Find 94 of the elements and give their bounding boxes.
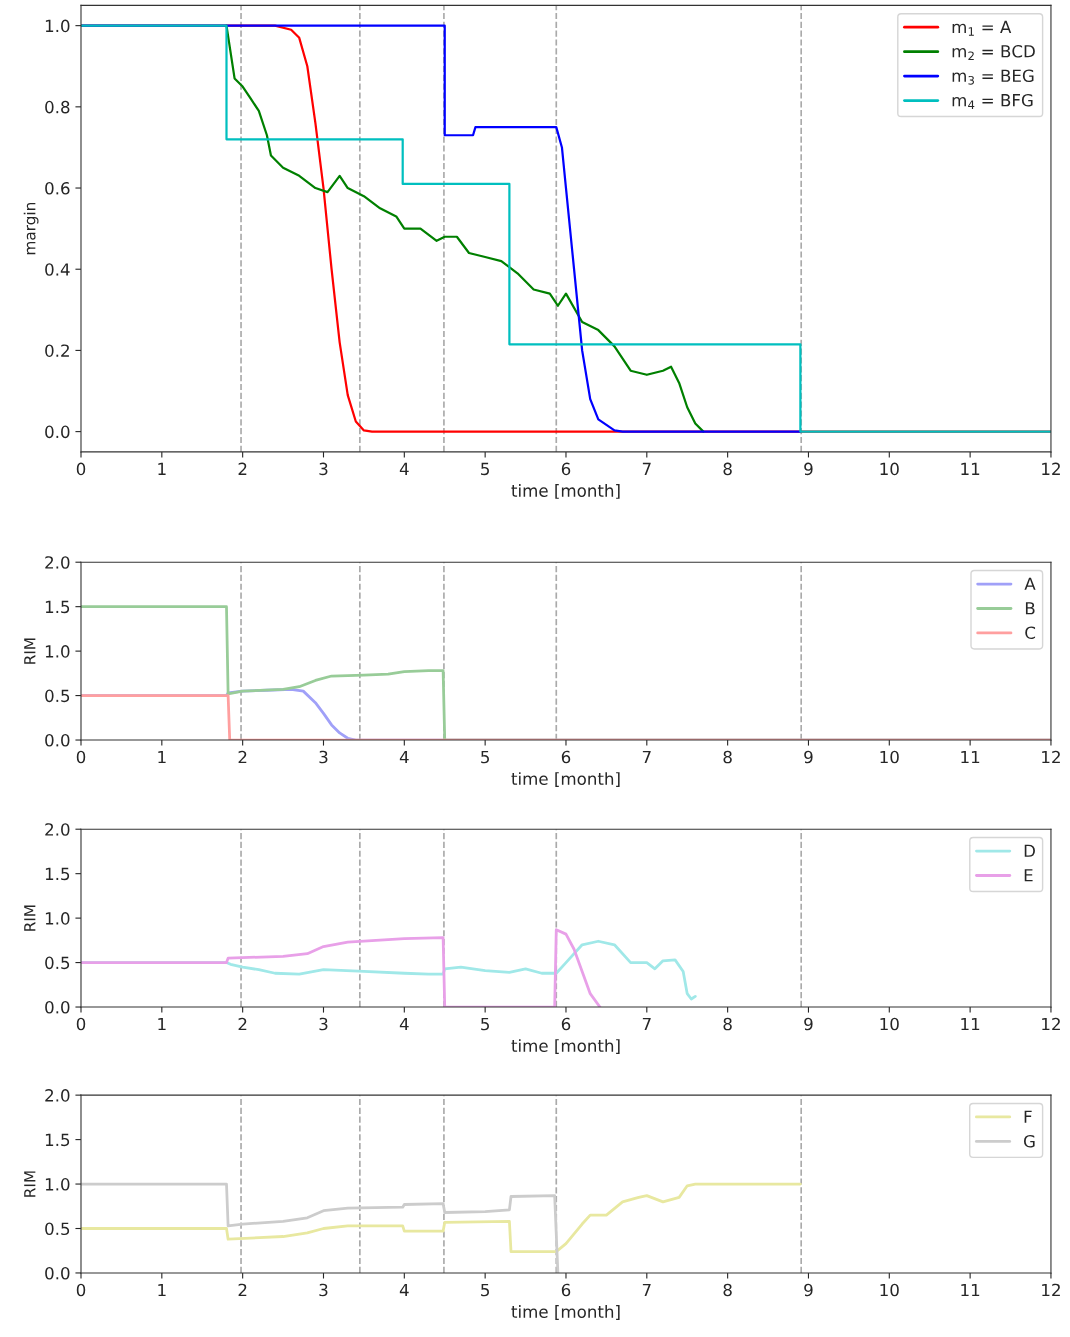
y-tick-label: 2.0: [45, 1089, 70, 1102]
y-axis-title: margin: [23, 202, 39, 255]
y-axis-title: RIM: [24, 638, 36, 664]
y-tick-label: 1.0: [45, 1178, 70, 1191]
x-tick-label: 7: [642, 462, 651, 475]
y-tick-label: 1.0: [45, 912, 70, 925]
x-tick-label: 0: [76, 1017, 86, 1031]
x-tick-label: 5: [481, 750, 489, 764]
x-tick-label: 12: [1042, 1017, 1060, 1031]
x-tick-label: 2: [238, 750, 247, 764]
legend-label: G: [1023, 1134, 1035, 1148]
x-tick-label: 1: [158, 462, 166, 475]
legend-label: m$_{1}$ = A: [952, 20, 1012, 36]
legend-label: E: [1024, 869, 1033, 882]
y-tick-label: 0.0: [45, 1000, 70, 1014]
y-tick-label: 0.5: [45, 956, 70, 970]
x-tick-label: 11: [961, 462, 980, 475]
y-tick-label: 0.2: [45, 344, 69, 357]
x-tick-label: 8: [723, 1017, 732, 1031]
x-tick-label: 6: [561, 750, 571, 764]
x-tick-label: 6: [561, 1283, 571, 1297]
x-tick-label: 1: [158, 750, 166, 764]
x-tick-label: 4: [399, 750, 409, 764]
x-tick-label: 6: [561, 462, 571, 476]
x-tick-label: 8: [723, 462, 732, 476]
x-tick-label: 1: [158, 1283, 166, 1297]
legend-label: C: [1025, 626, 1036, 640]
x-tick-label: 2: [238, 1017, 247, 1031]
x-tick-label: 11: [961, 1017, 980, 1031]
x-tick-label: 10: [880, 1017, 899, 1031]
x-tick-label: 7: [642, 1017, 651, 1031]
x-tick-label: 3: [319, 750, 328, 764]
legend-label: F: [1024, 1110, 1032, 1123]
x-axis-title: time [month]: [511, 1039, 620, 1054]
y-tick-label: 1.5: [45, 1133, 70, 1147]
y-tick-label: 0.0: [45, 733, 70, 747]
y-axis-title: RIM: [24, 1171, 36, 1197]
x-axis-title: time [month]: [511, 772, 620, 787]
x-tick-label: 2: [238, 1283, 247, 1297]
y-tick-label: 1.5: [45, 867, 70, 881]
x-tick-label: 4: [399, 1017, 409, 1031]
x-tick-label: 12: [1042, 462, 1060, 475]
y-tick-label: 0.0: [45, 1266, 70, 1280]
x-tick-label: 7: [642, 750, 651, 764]
x-tick-label: 7: [642, 1283, 651, 1297]
line-series: [81, 1182, 802, 1254]
legend-label: m$_{3}$ = BEG: [952, 69, 1034, 85]
x-tick-label: 5: [481, 1017, 489, 1031]
y-tick-label: 2.0: [45, 556, 70, 569]
x-tick-label: 3: [319, 1283, 328, 1297]
line-series: [81, 1182, 560, 1273]
x-tick-label: 8: [723, 750, 732, 764]
x-tick-label: 5: [481, 1283, 489, 1297]
y-tick-label: 0.6: [45, 181, 70, 195]
x-tick-label: 8: [723, 1283, 732, 1297]
x-tick-label: 9: [804, 750, 813, 764]
x-axis-title: time [month]: [511, 484, 620, 499]
x-tick-label: 4: [399, 462, 409, 475]
x-tick-label: 0: [76, 1283, 86, 1297]
y-tick-label: 1.0: [45, 19, 70, 33]
legend-label: D: [1024, 844, 1035, 857]
x-tick-label: 12: [1042, 750, 1060, 764]
y-tick-label: 2.0: [45, 823, 70, 836]
x-tick-label: 10: [880, 462, 899, 476]
x-tick-label: 5: [481, 462, 489, 476]
y-tick-label: 0.0: [45, 425, 70, 439]
x-tick-label: 9: [804, 1283, 813, 1297]
x-tick-label: 12: [1042, 1283, 1060, 1297]
y-tick-label: 0.5: [45, 1222, 70, 1236]
x-tick-label: 3: [319, 1017, 328, 1031]
legend-label: A: [1024, 577, 1036, 590]
legend-label: B: [1025, 602, 1035, 615]
y-tick-label: 0.8: [45, 100, 70, 114]
legend-label: m$_{4}$ = BFG: [952, 93, 1033, 110]
y-axis-title: RIM: [24, 905, 36, 931]
legend-label: m$_{2}$ = BCD: [952, 44, 1035, 61]
x-tick-label: 10: [880, 750, 899, 764]
x-tick-label: 10: [880, 1283, 899, 1297]
x-tick-label: 9: [804, 1017, 813, 1031]
y-tick-label: 1.5: [45, 600, 70, 614]
x-tick-label: 11: [961, 1283, 980, 1297]
y-tick-label: 1.0: [45, 645, 70, 658]
x-tick-label: 9: [804, 462, 813, 476]
x-tick-label: 3: [319, 462, 328, 476]
y-tick-label: 0.4: [45, 263, 70, 276]
x-tick-label: 4: [399, 1283, 409, 1297]
x-tick-label: 0: [76, 462, 86, 476]
x-tick-label: 0: [76, 750, 86, 764]
x-tick-label: 6: [561, 1017, 571, 1031]
x-tick-label: 2: [238, 462, 247, 475]
y-tick-label: 0.5: [45, 689, 70, 703]
x-tick-label: 1: [158, 1017, 166, 1031]
x-axis-title: time [month]: [511, 1305, 620, 1320]
x-tick-label: 11: [961, 750, 980, 764]
